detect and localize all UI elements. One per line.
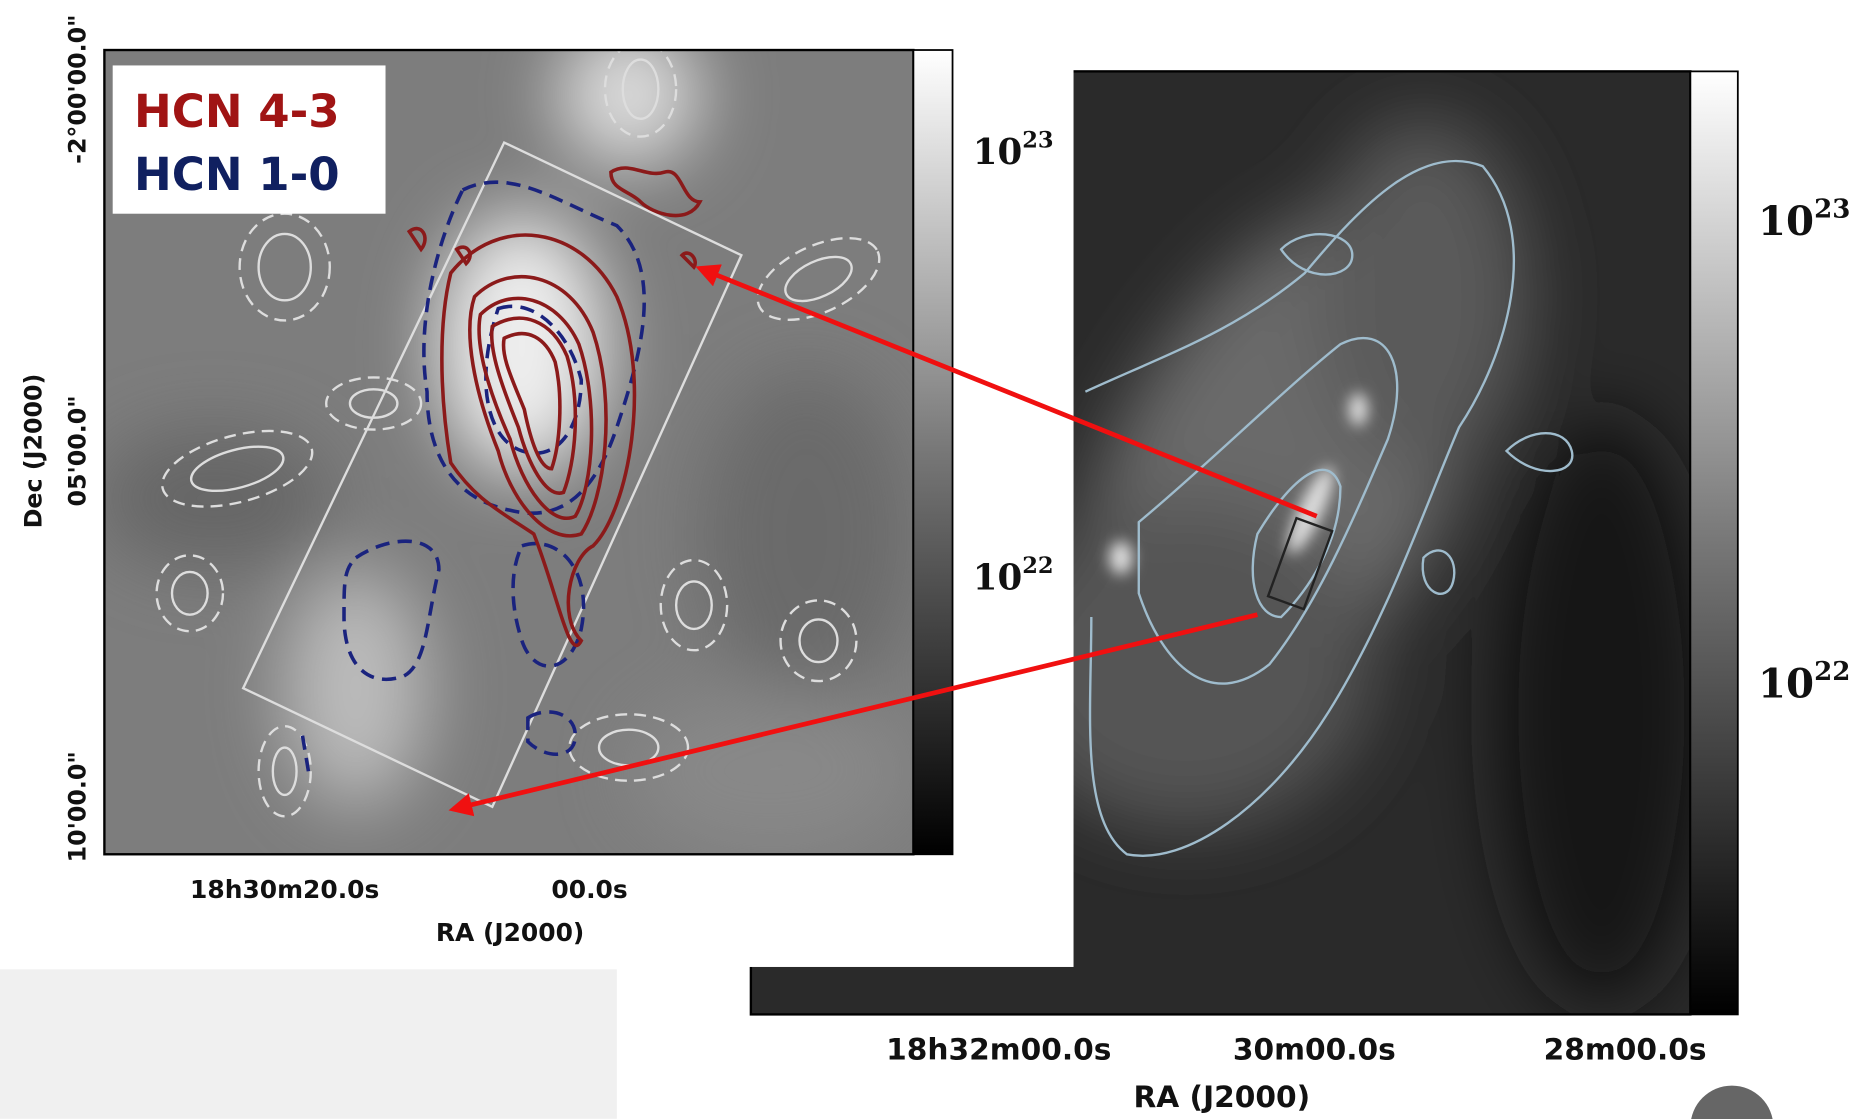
x-tick-label: 18h30m20.0s <box>190 875 379 904</box>
colorbar-base: 10 <box>1758 197 1814 245</box>
legend-entry: HCN 4-3 <box>134 85 340 138</box>
colorbar-exponent: 23 <box>1022 127 1053 153</box>
colorbar-base: 10 <box>973 132 1023 173</box>
x-tick-label: 28m00.0s <box>1544 1031 1707 1066</box>
page-dot <box>1690 1086 1773 1119</box>
x-tick-label: 00.0s <box>551 875 627 904</box>
x-axis-label: RA (J2000) <box>1133 1079 1310 1114</box>
gray-box <box>0 969 617 1118</box>
x-tick-label: 18h32m00.0s <box>886 1031 1111 1066</box>
colorbar-exponent: 23 <box>1814 194 1850 224</box>
y-tick-label: -2°00'00.0" <box>63 14 91 163</box>
x-tick-label: 30m00.0s <box>1233 1031 1396 1066</box>
page: {"left_panel": { "legend": ["HCN 4-3", "… <box>0 0 1860 1119</box>
colorbar-exponent: 22 <box>1022 553 1053 579</box>
colorbar-label: 1022 <box>1758 657 1850 708</box>
x-axis-label: RA (J2000) <box>436 918 584 947</box>
colorbar-base: 10 <box>973 558 1023 599</box>
left-colorbar <box>913 50 952 854</box>
y-axis-label: Dec (J2000) <box>20 374 48 529</box>
colorbar-label: 1023 <box>1758 194 1850 245</box>
y-tick-label: 05'00.0" <box>63 395 91 506</box>
y-tick-label: 10'00.0" <box>63 751 91 862</box>
right-colorbar <box>1690 71 1737 1014</box>
figure: HCN 4-3 HCN 1-0 Dec (J2000) -2°00'00.0" … <box>0 0 1860 1119</box>
colorbar-base: 10 <box>1758 660 1814 708</box>
colorbar-exponent: 22 <box>1814 657 1850 687</box>
legend-entry: HCN 1-0 <box>134 148 340 201</box>
